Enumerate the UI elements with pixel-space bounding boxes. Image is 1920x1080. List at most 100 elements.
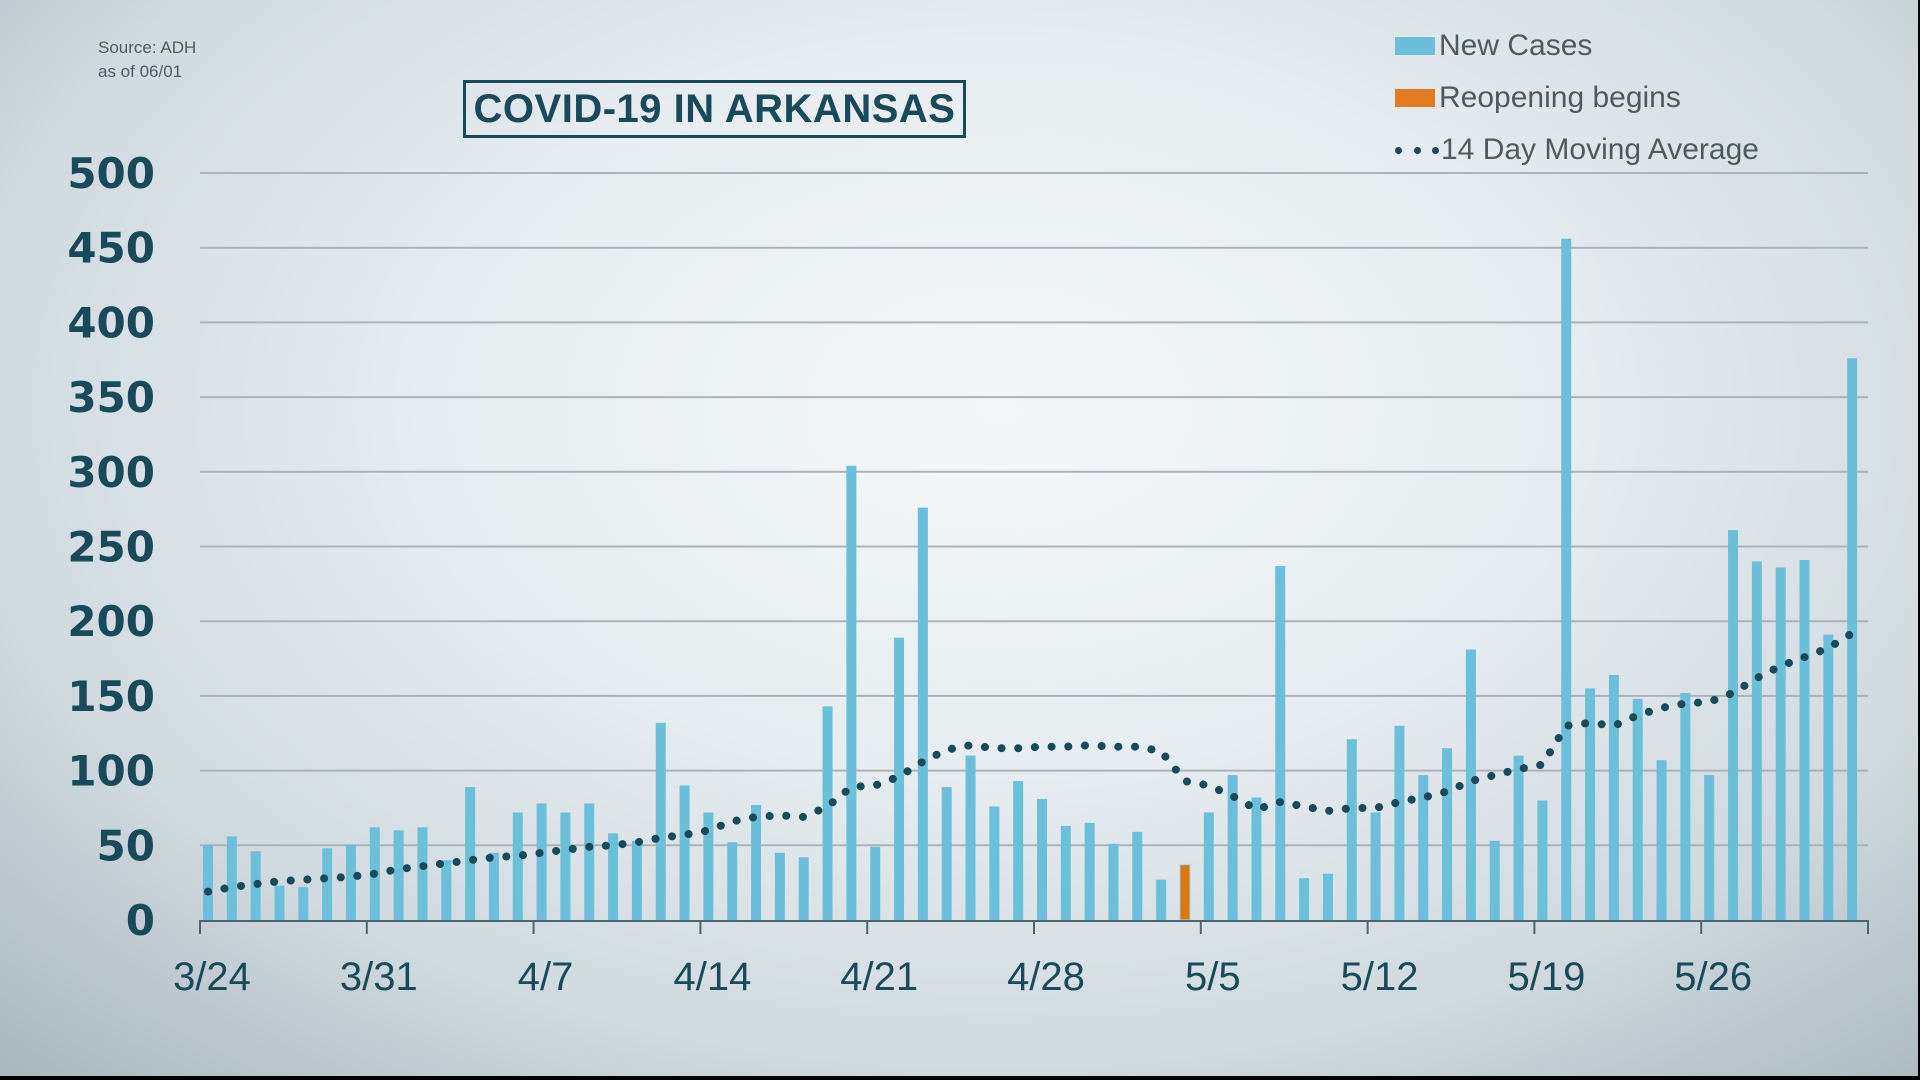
x-tick-label: 5/5 [1185, 955, 1241, 999]
new-cases-bar [1823, 634, 1834, 920]
legend-label: New Cases [1439, 29, 1593, 62]
y-tick-label: 150 [67, 672, 155, 721]
new-cases-bar [1013, 781, 1024, 920]
new-cases-bar [417, 827, 428, 920]
x-tick-label: 5/26 [1674, 955, 1752, 999]
legend: New Cases Reopening begins 14 Day Moving… [1395, 20, 1759, 176]
new-cases-bar [1346, 739, 1357, 920]
new-cases-bar [679, 785, 690, 920]
new-cases-bar [512, 812, 523, 920]
x-tick-label: 5/12 [1341, 955, 1419, 999]
new-cases-bar [727, 842, 738, 920]
new-cases-bar [751, 804, 762, 920]
as-of-date: as of 06/01 [98, 62, 183, 81]
y-tick-label: 100 [67, 747, 155, 796]
new-cases-bar [703, 812, 714, 920]
new-cases-bar [631, 840, 642, 920]
new-cases-bar [1680, 692, 1691, 920]
new-cases-bar [1585, 688, 1596, 920]
new-cases-bar [1370, 812, 1381, 920]
reopening-bar [1179, 864, 1191, 921]
new-cases-bar [1728, 530, 1739, 920]
new-cases-bar [1251, 797, 1262, 920]
y-tick-label: 50 [97, 821, 155, 870]
new-cases-bar [1418, 775, 1429, 920]
new-cases-bar [1704, 775, 1715, 920]
new-cases-bar [488, 852, 499, 920]
new-cases-bar [774, 852, 785, 920]
new-cases-bar [274, 885, 285, 920]
new-cases-bar [870, 846, 881, 920]
new-cases-bar [203, 845, 213, 920]
new-cases-bar [1608, 674, 1619, 920]
new-cases-bar [1751, 561, 1762, 920]
moving-average-line [204, 629, 1857, 896]
new-cases-bar [1132, 831, 1143, 920]
new-cases-bar [560, 812, 571, 920]
x-tick-label: 3/31 [340, 955, 418, 999]
new-cases-bar [1203, 812, 1214, 920]
legend-item-new-cases: New Cases [1395, 20, 1759, 72]
new-cases-bar [1442, 748, 1453, 920]
new-cases-bar [1084, 822, 1095, 920]
chart-title: COVID-19 IN ARKANSAS [473, 86, 956, 131]
new-cases-bar [226, 836, 237, 920]
new-cases-bar [1227, 775, 1238, 920]
new-cases-bar [1799, 559, 1810, 920]
new-cases-bar [1275, 565, 1286, 920]
reopening-swatch-icon [1395, 89, 1435, 107]
x-tick-label: 4/21 [840, 955, 918, 999]
legend-item-reopening: Reopening begins [1395, 72, 1759, 124]
new-cases-bar [917, 507, 928, 920]
y-tick-label: 0 [126, 896, 155, 945]
x-tick-label: 4/7 [518, 955, 574, 999]
new-cases-bar [1561, 238, 1572, 921]
y-tick-label: 250 [67, 523, 155, 572]
new-cases-bar [822, 706, 833, 920]
source-line: Source: ADH [98, 38, 197, 57]
y-tick-label: 300 [67, 448, 155, 497]
new-cases-bar [536, 803, 547, 920]
new-cases-bar [584, 803, 595, 920]
legend-label: Reopening begins [1439, 81, 1681, 114]
new-cases-bar [1632, 698, 1643, 920]
new-cases-bar [941, 787, 952, 920]
new-cases-bar [798, 857, 809, 920]
new-cases-bar [1108, 843, 1119, 920]
new-cases-bar [1394, 725, 1405, 920]
new-cases-bar [846, 465, 857, 920]
new-cases-bar [1156, 879, 1167, 920]
legend-item-moving-average: 14 Day Moving Average [1395, 124, 1759, 176]
new-cases-bar [298, 887, 309, 920]
source-note: Source: ADH as of 06/01 [98, 36, 196, 84]
new-cases-bar [1775, 567, 1786, 920]
new-cases-bar [1322, 873, 1333, 920]
legend-label: 14 Day Moving Average [1441, 133, 1759, 166]
new-cases-bar [1847, 358, 1858, 921]
new-cases-bar [345, 845, 356, 920]
y-tick-label: 500 [67, 149, 155, 198]
new-cases-swatch-icon [1395, 37, 1435, 55]
x-tick-label: 3/24 [173, 955, 251, 999]
new-cases-bar [655, 722, 666, 920]
y-tick-label: 450 [67, 224, 155, 273]
new-cases-bar [1037, 798, 1047, 920]
new-cases-bar [1656, 760, 1667, 920]
new-cases-bar [465, 787, 476, 920]
new-cases-bar [1513, 755, 1524, 920]
new-cases-bar [1060, 825, 1071, 920]
x-tick-label: 4/14 [673, 955, 751, 999]
y-tick-label: 350 [67, 373, 155, 422]
new-cases-bar [1465, 649, 1476, 920]
new-cases-bar [441, 860, 452, 920]
new-cases-bar [1537, 800, 1548, 920]
dotted-line-icon [1395, 146, 1439, 154]
chart-title-box: COVID-19 IN ARKANSAS [463, 80, 966, 138]
new-cases-bar [393, 830, 404, 920]
new-cases-bar [894, 637, 905, 920]
x-tick-label: 5/19 [1507, 955, 1585, 999]
new-cases-bar [965, 755, 976, 920]
x-tick-label: 4/28 [1007, 955, 1085, 999]
new-cases-bar [989, 806, 1000, 920]
